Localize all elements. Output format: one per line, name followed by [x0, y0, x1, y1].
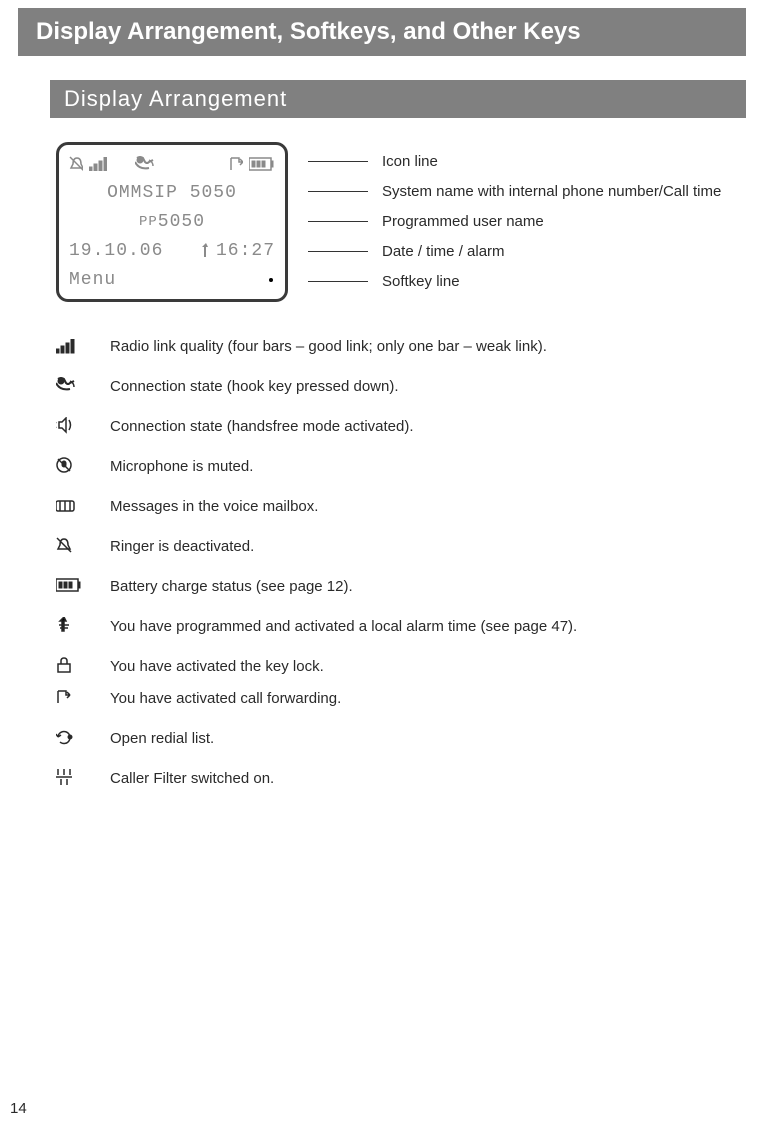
list-item: You have programmed and activated a loca…	[56, 617, 764, 635]
display-arrangement-figure: OMMSIP 5050 PPPP50505050 19.10.06 16:27 …	[56, 142, 764, 302]
icon-desc: Radio link quality (four bars – good lin…	[110, 338, 547, 355]
icon-desc: Ringer is deactivated.	[110, 538, 254, 555]
lcd-icon-line	[69, 151, 275, 177]
icon-legend-list: Radio link quality (four bars – good lin…	[56, 338, 764, 787]
list-item: Radio link quality (four bars – good lin…	[56, 338, 764, 355]
callout-datetime-line: Date / time / alarm	[382, 243, 505, 260]
icon-desc: Connection state (hook key pressed down)…	[110, 378, 399, 395]
callout-user-line: Programmed user name	[382, 213, 544, 230]
callout-icon-line: Icon line	[382, 153, 438, 170]
icon-desc: You have programmed and activated a loca…	[110, 618, 577, 635]
list-item: Connection state (handsfree mode activat…	[56, 417, 764, 435]
mute-icon	[56, 457, 74, 475]
icon-desc: Microphone is muted.	[110, 458, 253, 475]
signal-icon	[89, 157, 107, 171]
softkey-menu-label: Menu	[69, 270, 116, 290]
list-item: Open redial list.	[56, 729, 764, 747]
lcd-system-line: OMMSIP 5050	[69, 180, 275, 206]
keylock-icon	[56, 657, 74, 675]
lcd-softkey-line: Menu	[69, 267, 275, 293]
filter-icon	[56, 769, 74, 787]
alarm-icon	[56, 617, 72, 635]
callout-system-line: System name with internal phone number/C…	[382, 183, 721, 200]
redial-icon	[257, 272, 275, 288]
icon-desc: You have activated the key lock.	[110, 658, 324, 675]
icon-desc: Caller Filter switched on.	[110, 770, 274, 787]
signal-icon	[56, 339, 76, 355]
icon-desc: Messages in the voice mailbox.	[110, 498, 318, 515]
callout-labels: Icon line System name with internal phon…	[308, 142, 721, 298]
icon-desc: Battery charge status (see page 12).	[110, 578, 353, 595]
list-item: Battery charge status (see page 12).	[56, 577, 764, 595]
ringer-off-icon	[69, 156, 83, 172]
icon-desc: Connection state (handsfree mode activat…	[110, 418, 414, 435]
handsfree-icon	[56, 417, 76, 435]
lcd-time: 16:27	[216, 241, 275, 261]
icon-desc: Open redial list.	[110, 730, 214, 747]
mailbox-icon	[56, 497, 76, 515]
battery-icon	[56, 577, 84, 595]
hook-icon	[56, 377, 78, 395]
hook-icon	[135, 156, 155, 172]
lcd-datetime-line: 19.10.06 16:27	[69, 238, 275, 264]
ringer-off-icon	[56, 537, 74, 555]
redial-icon	[56, 729, 76, 747]
list-item: Caller Filter switched on.	[56, 769, 764, 787]
callout-softkey-line: Softkey line	[382, 273, 460, 290]
icon-desc: You have activated call forwarding.	[110, 690, 341, 707]
lcd-user-line: PPPP50505050	[69, 209, 275, 235]
page-number: 14	[10, 1100, 27, 1117]
forward-icon	[229, 156, 243, 172]
lcd-date: 19.10.06	[69, 241, 163, 261]
section-heading: Display Arrangement	[50, 80, 746, 118]
list-item: Ringer is deactivated.	[56, 537, 764, 555]
book-icon	[178, 273, 196, 287]
list-item: Microphone is muted.	[56, 457, 764, 475]
lcd-screen: OMMSIP 5050 PPPP50505050 19.10.06 16:27 …	[56, 142, 288, 302]
alarm-icon	[198, 243, 210, 259]
list-item: You have activated the key lock.	[56, 657, 764, 675]
forward-icon	[56, 689, 74, 707]
list-item: You have activated call forwarding.	[56, 689, 764, 707]
list-item: Messages in the voice mailbox.	[56, 497, 764, 515]
list-item: Connection state (hook key pressed down)…	[56, 377, 764, 395]
page-title-banner: Display Arrangement, Softkeys, and Other…	[18, 8, 746, 56]
battery-icon	[249, 156, 275, 172]
